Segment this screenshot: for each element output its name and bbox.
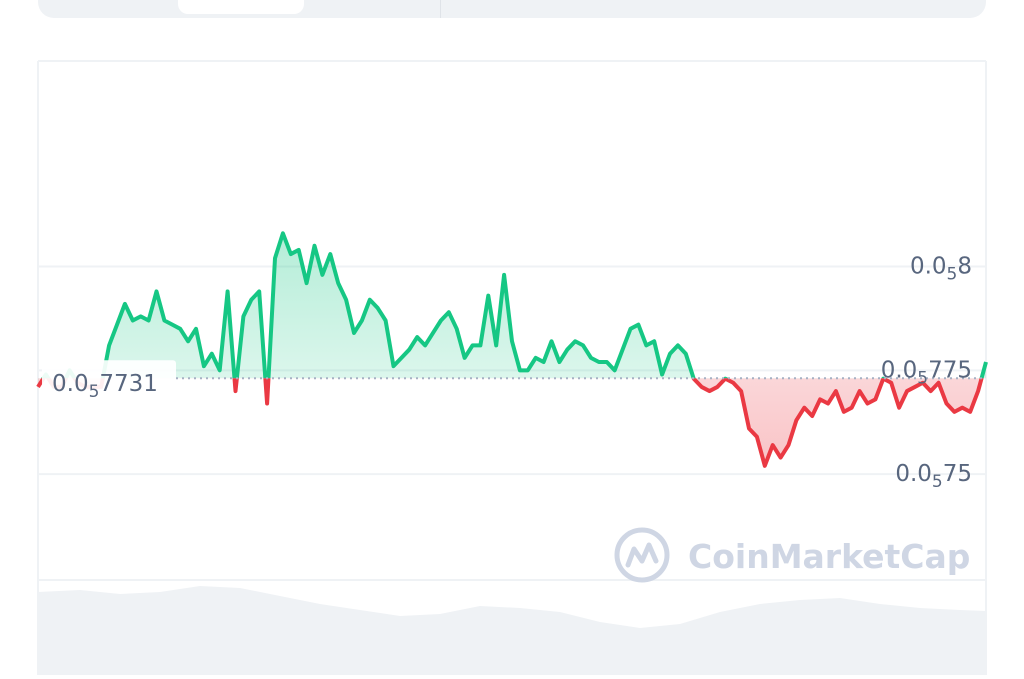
svg-text:0.057731: 0.057731 (52, 371, 158, 402)
coinmarketcap-logo-icon (614, 527, 670, 583)
volume-area (38, 586, 986, 675)
timeframe-divider (440, 0, 441, 18)
y-tick-label: 0.0575 (895, 461, 972, 492)
price-line-up (41, 231, 988, 379)
grid-lines (38, 265, 986, 581)
price-areas (38, 233, 986, 466)
price-lines (36, 231, 988, 468)
y-tick-label: 0.058 (910, 254, 972, 285)
area-above-baseline (38, 233, 986, 379)
y-tick-label: 0.05775 (881, 357, 972, 388)
area-below-baseline (38, 378, 982, 466)
watermark-text: CoinMarketCap (688, 537, 970, 576)
price-line-down (36, 378, 984, 468)
timeframe-tab-selected[interactable] (178, 0, 304, 14)
y-axis-ticks: 0.058 0.05775 0.0575 (881, 254, 972, 493)
baseline-label: 0.057731 (42, 360, 176, 402)
